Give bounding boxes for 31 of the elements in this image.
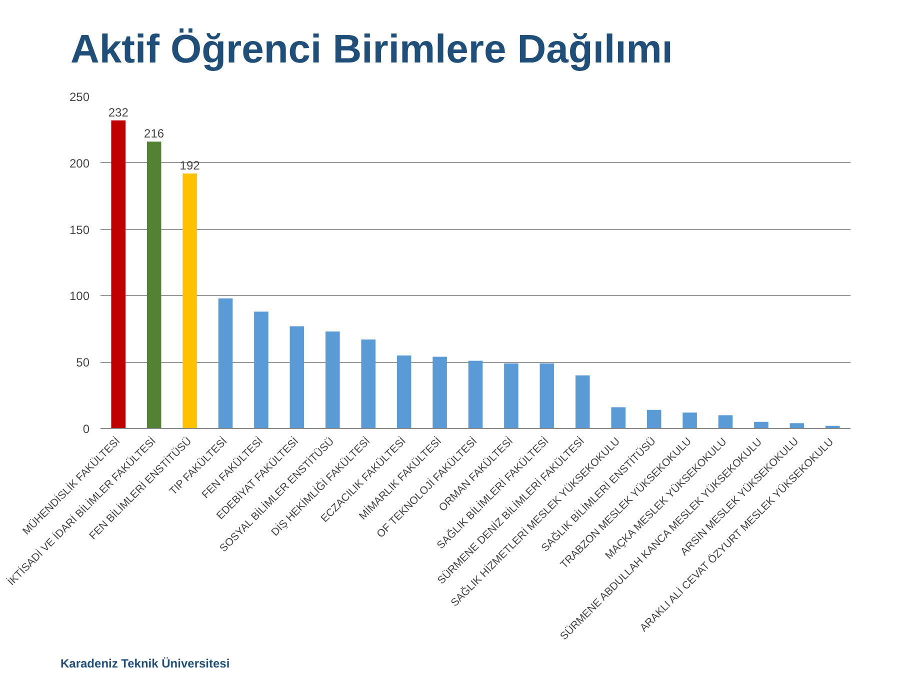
bar (290, 326, 304, 428)
y-tick-label: 100 (69, 289, 90, 304)
text: Karadeniz Teknik Üniversitesi (60, 656, 230, 670)
bar (504, 363, 518, 428)
bar (682, 412, 697, 428)
bar (576, 375, 590, 428)
bar (254, 312, 268, 428)
bar (540, 363, 554, 428)
bar (396, 355, 412, 428)
bar (754, 422, 768, 428)
bar (611, 407, 626, 428)
data-label: 192 (180, 158, 200, 173)
bar (790, 423, 804, 428)
chart-title: Aktif Öğrenci Birimlere Dağılımı (70, 28, 673, 72)
bar (111, 120, 126, 428)
data-label: 216 (144, 126, 164, 141)
y-tick-label: 250 (69, 90, 90, 104)
data-label: 232 (108, 105, 129, 120)
bar (182, 174, 197, 428)
bar (718, 415, 733, 428)
bar (432, 356, 447, 428)
bar (326, 332, 340, 428)
bar (218, 298, 233, 428)
bar (146, 142, 162, 428)
bar (468, 360, 483, 428)
y-tick-label: 150 (69, 222, 90, 237)
y-tick-label: 200 (69, 156, 90, 170)
y-tick-label: 50 (76, 356, 90, 370)
bar (361, 340, 376, 428)
y-tick-label: 0 (82, 422, 90, 436)
bar (646, 410, 662, 428)
